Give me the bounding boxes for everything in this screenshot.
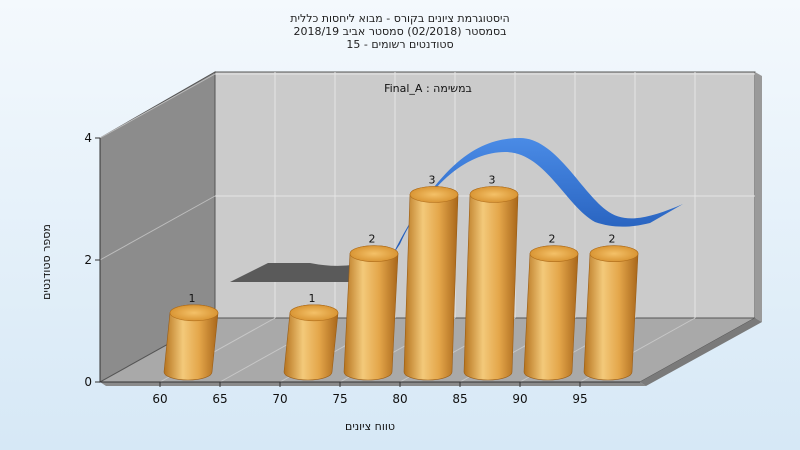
distribution-ribbon — [392, 138, 683, 256]
bar: 2 — [583, 233, 639, 381]
x-axis-title: טווח ציונים — [345, 420, 395, 433]
chart-title-line-2: בסמסטר (02/2018) סמסטר אביב 2018/19 — [293, 25, 506, 38]
floor-front-edge — [100, 382, 646, 386]
chart-title-line-3: סטודנטים רשומים - 15 — [346, 38, 453, 51]
x-tick-label: 85 — [452, 392, 467, 406]
bar-value-label: 2 — [369, 233, 376, 246]
x-tick-label: 90 — [512, 392, 527, 406]
x-tick-label: 60 — [152, 392, 167, 406]
side-grid-line — [99, 195, 216, 261]
bar-cap — [589, 245, 639, 262]
bar: 2 — [523, 233, 579, 381]
ghost-shape — [230, 260, 372, 282]
y-tick-label: 2 — [84, 253, 92, 267]
bar-cap — [289, 304, 339, 322]
bar: 3 — [463, 173, 519, 381]
bar-body — [403, 186, 459, 381]
bar-cap — [349, 245, 399, 262]
bar-cap — [409, 186, 459, 203]
bar-body — [523, 245, 579, 381]
bar-cap — [529, 245, 579, 262]
y-axis-title: מספר סטודנטים — [40, 224, 53, 300]
x-tick-label: 80 — [392, 392, 407, 406]
bar: 2 — [343, 233, 399, 381]
bar-value-label: 2 — [609, 233, 616, 246]
bar-body — [463, 186, 519, 381]
back-wall-right-edge — [755, 72, 762, 322]
bar-body — [343, 245, 399, 381]
bar-body — [583, 245, 639, 381]
y-tick-label: 0 — [84, 375, 92, 389]
bar-value-label: 1 — [189, 292, 196, 305]
x-tick-label: 65 — [212, 392, 227, 406]
bar-value-label: 1 — [309, 292, 316, 305]
side-grid-line — [99, 73, 216, 139]
y-ticks: 0 2 4 — [84, 131, 100, 389]
bar-value-label: 2 — [549, 233, 556, 246]
y-tick-label: 4 — [84, 131, 92, 145]
bar: 1 — [163, 292, 219, 381]
bar-value-label: 3 — [489, 173, 496, 186]
floor-right-edge — [640, 318, 762, 386]
bar-cap — [169, 304, 219, 322]
x-ticks: 60 65 70 75 80 85 90 95 — [152, 382, 588, 406]
bar: 1 — [283, 292, 339, 381]
chart-title-line-1: היסטוגרמת ציונים בקורס - מבוא ליחסות כלל… — [290, 12, 509, 25]
bars-layer: 1 1 2 3 3 2 2 — [163, 173, 639, 381]
bar-cap — [469, 186, 519, 203]
bar: 3 — [403, 173, 459, 381]
bar-value-label: 3 — [429, 173, 436, 186]
x-tick-label: 95 — [572, 392, 587, 406]
x-tick-label: 75 — [332, 392, 347, 406]
x-tick-label: 70 — [272, 392, 287, 406]
chart-annotation: Final_A : במשימה — [384, 82, 472, 95]
